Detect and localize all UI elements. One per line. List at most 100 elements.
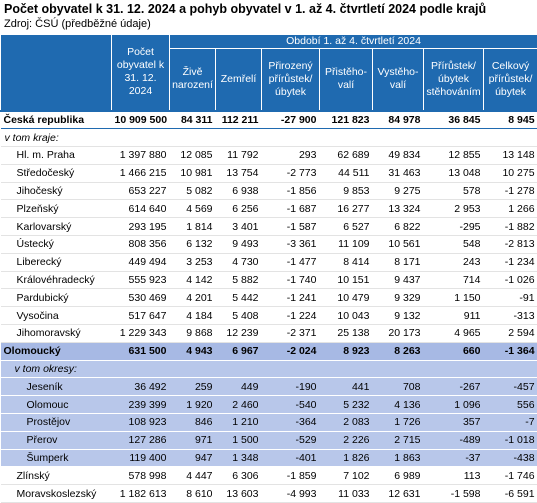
cell-value: -364	[262, 414, 320, 432]
cell-value: 6 938	[216, 182, 262, 200]
cell-value: 1 826	[320, 449, 373, 467]
cell-value: 113	[424, 467, 484, 485]
row-name: Česká republika	[1, 111, 112, 129]
cell-value: 10 151	[320, 271, 373, 289]
cell-value: 31 463	[373, 164, 424, 182]
row-name: Jihočeský	[1, 182, 112, 200]
cell-value: -27 900	[262, 111, 320, 129]
cell-value: 530 469	[112, 289, 170, 307]
cell-value: 9 275	[373, 182, 424, 200]
row-name: Pardubický	[1, 289, 112, 307]
cell-value: 1 726	[373, 414, 424, 432]
row-name: Královéhradecký	[1, 271, 112, 289]
cell-value: -1 859	[262, 467, 320, 485]
cell-value: 1 182 613	[112, 485, 170, 503]
cell-value: -1 241	[262, 289, 320, 307]
header-period: Období 1. až 4. čtvrtletí 2024	[170, 35, 537, 49]
source-note: Zdroj: ČSÚ (předběžné údaje)	[4, 18, 151, 30]
cell-value: 84 311	[170, 111, 216, 129]
row-name: Jeseník	[1, 378, 112, 396]
cell-value: 13 754	[216, 164, 262, 182]
cell-value: 9 329	[373, 289, 424, 307]
cell-value: 8 945	[484, 111, 537, 129]
table-row: v tom kraje:	[1, 129, 537, 147]
cell-value: 714	[424, 271, 484, 289]
row-name: Vysočina	[1, 307, 112, 325]
cell-value: 2 226	[320, 431, 373, 449]
cell-value: 25 138	[320, 325, 373, 343]
cell-value: 11 792	[216, 147, 262, 165]
cell-value: 4 569	[170, 200, 216, 218]
header-emigrants: Vystěho-valí	[373, 49, 424, 111]
cell-value: 8 171	[373, 253, 424, 271]
cell-value: -1 278	[484, 182, 537, 200]
cell-value: -1 234	[484, 253, 537, 271]
cell-value: -267	[424, 378, 484, 396]
header-immigrants: Přistěho-valí	[320, 49, 373, 111]
cell-value: 121 823	[320, 111, 373, 129]
cell-value: 7 102	[320, 467, 373, 485]
cell-value: 10 981	[170, 164, 216, 182]
cell-value: 108 923	[112, 414, 170, 432]
cell-value: 2 594	[484, 325, 537, 343]
cell-value: 10 561	[373, 236, 424, 254]
row-name: Plzeňský	[1, 200, 112, 218]
cell-value: -529	[262, 431, 320, 449]
cell-value: -295	[424, 218, 484, 236]
cell-value: 1 863	[373, 449, 424, 467]
cell-value: -1 882	[484, 218, 537, 236]
row-name: Liberecký	[1, 253, 112, 271]
cell-value: 36 845	[424, 111, 484, 129]
cell-value: 1 348	[216, 449, 262, 467]
cell-value: 578 998	[112, 467, 170, 485]
cell-value: 449	[216, 378, 262, 396]
cell-value: -1 598	[424, 485, 484, 503]
cell-value: -1 687	[262, 200, 320, 218]
row-name: Karlovarský	[1, 218, 112, 236]
cell-value: 2 953	[424, 200, 484, 218]
cell-value: 12 085	[170, 147, 216, 165]
cell-value: 49 834	[373, 147, 424, 165]
population-table: Počet obyvatel k 31. 12. 2024 Období 1. …	[0, 34, 537, 503]
cell-value: 12 239	[216, 325, 262, 343]
cell-value: 36 492	[112, 378, 170, 396]
cell-value: -489	[424, 431, 484, 449]
cell-value: 555 923	[112, 271, 170, 289]
section-label: v tom kraje:	[1, 129, 537, 147]
cell-value: -190	[262, 378, 320, 396]
cell-value: 631 500	[112, 342, 170, 360]
cell-value: 243	[424, 253, 484, 271]
cell-value: 660	[424, 342, 484, 360]
cell-value: 127 286	[112, 431, 170, 449]
cell-value: -1 856	[262, 182, 320, 200]
cell-value: 13 148	[484, 147, 537, 165]
row-name: Olomouc	[1, 396, 112, 414]
cell-value: 44 511	[320, 164, 373, 182]
cell-value: 614 640	[112, 200, 170, 218]
cell-value: 6 256	[216, 200, 262, 218]
section-label: v tom okresy:	[1, 360, 537, 378]
cell-value: 6 967	[216, 342, 262, 360]
cell-value: 556	[484, 396, 537, 414]
cell-value: 9 853	[320, 182, 373, 200]
cell-value: -1 746	[484, 467, 537, 485]
cell-value: 3 253	[170, 253, 216, 271]
cell-value: 1 466 215	[112, 164, 170, 182]
row-name: Hl. m. Praha	[1, 147, 112, 165]
cell-value: 8 923	[320, 342, 373, 360]
cell-value: 1 096	[424, 396, 484, 414]
cell-value: -540	[262, 396, 320, 414]
cell-value: 846	[170, 414, 216, 432]
cell-value: 4 730	[216, 253, 262, 271]
